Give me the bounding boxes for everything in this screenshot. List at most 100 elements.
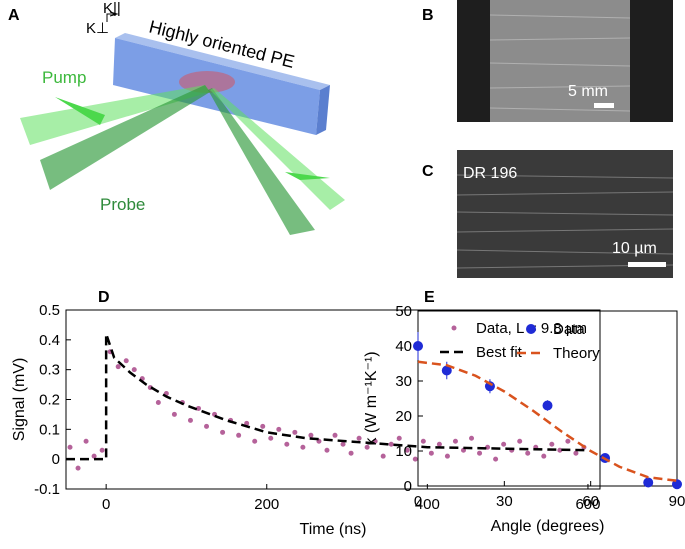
data-point (396, 435, 402, 441)
scale-text: 5 mm (568, 83, 608, 100)
data-point (236, 432, 242, 438)
data-point (308, 432, 314, 438)
data-point (672, 479, 682, 490)
y-tick-label: 40 (395, 338, 412, 355)
x-tick-label: 200 (254, 496, 279, 513)
data-point (75, 465, 81, 471)
data-point (187, 417, 193, 423)
x-tick-label: 90 (669, 493, 685, 510)
photo-texture (489, 14, 631, 112)
data-point (195, 405, 201, 411)
data-point (300, 444, 306, 450)
label: Probe (100, 195, 145, 214)
x-tick-label: 0 (414, 493, 422, 510)
y-tick-label: 0.2 (39, 392, 60, 409)
panel-label: B (422, 7, 434, 24)
data-point (348, 450, 354, 456)
photo-sample (490, 0, 630, 122)
data-point (276, 426, 282, 432)
data-point (573, 450, 579, 456)
data-point (244, 420, 250, 426)
y-tick-label: 0.4 (39, 332, 60, 349)
label: K⊥ (86, 20, 109, 37)
data-point (388, 441, 394, 447)
pump-cone (285, 172, 330, 180)
data-point (292, 429, 298, 435)
x-tick-label: 0 (102, 496, 110, 513)
legend-label: Best fit (476, 344, 523, 361)
data-point (643, 477, 654, 488)
data-point (420, 438, 426, 444)
image-name: DR 196 (463, 165, 517, 182)
data-point (501, 441, 507, 447)
data-point (404, 447, 410, 453)
reflected-pump (210, 88, 345, 210)
scale-text: 10 µm (612, 240, 657, 257)
y-axis-label: Signal (mV) (11, 358, 28, 442)
data-point (477, 450, 483, 456)
scale-bar (594, 103, 614, 108)
y-tick-label: 0.1 (39, 421, 60, 438)
y-tick-label: 0.5 (39, 302, 60, 319)
data-point (260, 423, 266, 429)
x-tick-label: 400 (415, 496, 440, 513)
data-point (131, 367, 137, 373)
data-point (444, 453, 450, 459)
y-tick-label: 30 (395, 373, 412, 390)
data-point (83, 438, 89, 444)
data-point (268, 435, 274, 441)
y-tick-label: 0.3 (39, 362, 60, 379)
data-point (549, 441, 555, 447)
scale-bar (628, 262, 666, 267)
data-point (517, 438, 523, 444)
data-point (115, 364, 121, 370)
data-point (99, 447, 105, 453)
data-point (340, 441, 346, 447)
panel-label: C (422, 163, 434, 180)
fit-line (66, 333, 588, 461)
data-point (364, 444, 370, 450)
fit-line (417, 360, 678, 482)
legend-marker (451, 325, 457, 331)
data-point (252, 438, 258, 444)
data-point (452, 438, 458, 444)
plot-frame (417, 310, 678, 487)
panel-label: A (8, 7, 20, 24)
y-tick-label: 50 (395, 303, 412, 320)
data-point (332, 432, 338, 438)
label: Pump (42, 68, 86, 87)
data-point (557, 447, 563, 453)
x-axis-label: Time (ns) (300, 521, 367, 538)
y-tick-label: -0.1 (34, 481, 60, 498)
data-point (204, 423, 210, 429)
legend-label: Data (553, 321, 585, 338)
panel-label: E (424, 289, 435, 306)
data-point (155, 399, 161, 405)
data-point (542, 400, 553, 411)
x-tick-label: 600 (575, 496, 600, 513)
legend-label: Theory (553, 345, 600, 362)
data-point (565, 438, 571, 444)
slab-top (115, 33, 330, 90)
data-point (428, 450, 434, 456)
data-point (436, 441, 442, 447)
legend-marker (526, 324, 536, 334)
data-point (324, 447, 330, 453)
data-point (441, 365, 452, 376)
pump-cone (55, 97, 105, 125)
data-point (541, 453, 547, 459)
data-point (525, 450, 531, 456)
data-point (284, 441, 290, 447)
data-point (123, 358, 129, 364)
x-tick-label: 30 (496, 493, 513, 510)
data-point (412, 456, 418, 462)
data-point (67, 444, 73, 450)
y-tick-label: 20 (395, 408, 412, 425)
reflected-probe (208, 88, 315, 235)
y-tick-label: 0 (52, 451, 60, 468)
y-tick-label: 10 (395, 443, 412, 460)
data-point (493, 456, 499, 462)
data-point (356, 435, 362, 441)
panel-label: D (98, 289, 110, 306)
